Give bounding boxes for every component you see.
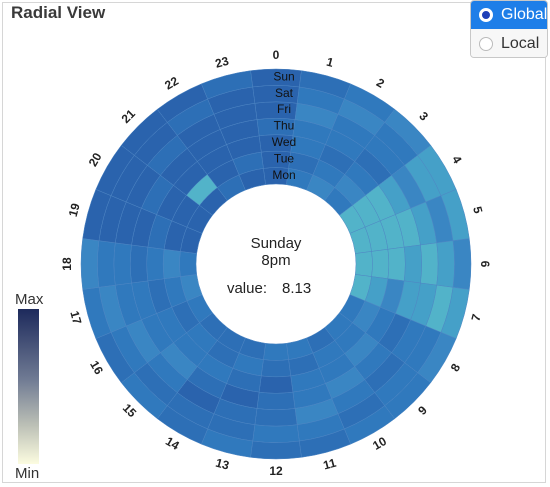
heatmap-cell-6-wed[interactable]	[387, 246, 406, 282]
hour-label-15: 15	[120, 401, 140, 421]
hour-label-9: 9	[415, 403, 430, 418]
hour-label-6: 6	[478, 261, 492, 268]
hour-label-18: 18	[60, 257, 74, 271]
center-info: Sunday 8pm value: 8.13	[227, 235, 311, 297]
hour-label-14: 14	[163, 434, 182, 453]
heatmap-cell-18-sat[interactable]	[97, 240, 116, 288]
global-option-label: Global	[501, 6, 548, 23]
local-option[interactable]: Local	[471, 30, 547, 57]
heatmap-cell-12-sun[interactable]	[250, 440, 302, 460]
hour-label-16: 16	[87, 358, 106, 377]
heatmap-cell-12-wed[interactable]	[258, 375, 294, 394]
hour-label-2: 2	[374, 75, 387, 91]
hour-label-12: 12	[269, 464, 283, 478]
center-value-label: value:	[227, 280, 267, 297]
color-scale-legend	[18, 309, 39, 464]
hour-label-3: 3	[416, 109, 431, 124]
heatmap-cell-18-fri[interactable]	[113, 242, 132, 286]
day-label-wed: Wed	[272, 135, 296, 149]
hour-label-5: 5	[470, 205, 485, 215]
center-value: 8.13	[282, 280, 311, 297]
heatmap-cell-18-sun[interactable]	[80, 238, 100, 290]
local-option-label: Local	[501, 35, 540, 52]
scale-toggle: Global Local	[470, 0, 548, 58]
heatmap-cell-18-mon[interactable]	[179, 251, 197, 277]
radio-selected-icon	[479, 8, 493, 22]
legend-max-label: Max	[15, 291, 44, 308]
hour-label-11: 11	[322, 456, 338, 473]
heatmap-cell-6-thu[interactable]	[403, 244, 422, 284]
hour-label-21: 21	[119, 106, 139, 126]
hour-label-7: 7	[468, 312, 483, 322]
hour-label-1: 1	[325, 55, 335, 70]
hour-label-13: 13	[214, 456, 231, 473]
hour-label-22: 22	[162, 74, 181, 93]
heatmap-cell-18-tue[interactable]	[162, 248, 181, 280]
panel-title: Radial View	[11, 3, 106, 22]
day-label-sun: Sun	[273, 69, 294, 83]
global-option[interactable]: Global	[471, 1, 547, 29]
legend-min-label: Min	[15, 465, 40, 482]
heatmap-cell-6-tue[interactable]	[371, 248, 390, 280]
heatmap-cell-12-tue[interactable]	[260, 359, 292, 378]
heatmap-cell-12-mon[interactable]	[263, 343, 289, 361]
day-label-mon: Mon	[272, 168, 295, 182]
heatmap-cell-23-sun[interactable]	[201, 70, 253, 100]
heatmap-cell-6-fri[interactable]	[420, 242, 439, 286]
heatmap-cell-6-sat[interactable]	[436, 240, 455, 288]
hour-label-20: 20	[86, 150, 105, 169]
heatmap-cell-12-fri[interactable]	[254, 408, 298, 427]
hour-label-8: 8	[448, 361, 464, 374]
heatmap-cells	[80, 68, 472, 460]
heatmap-cell-12-sat[interactable]	[252, 424, 300, 443]
day-label-tue: Tue	[274, 152, 295, 166]
hour-label-17: 17	[67, 309, 84, 326]
hour-label-4: 4	[449, 153, 465, 166]
day-labels: Mon Tue Wed Thu Fri Sat Sun	[272, 69, 296, 182]
hour-label-10: 10	[370, 434, 389, 453]
hour-label-0: 0	[273, 48, 280, 62]
heatmap-cell-6-sun[interactable]	[452, 238, 472, 290]
heatmap-cell-18-wed[interactable]	[146, 246, 165, 282]
day-label-sat: Sat	[275, 86, 294, 100]
center-hour: 8pm	[261, 252, 290, 269]
center-day: Sunday	[251, 235, 302, 252]
heatmap-cell-18-thu[interactable]	[130, 244, 149, 284]
radio-unselected-icon	[479, 37, 493, 51]
heatmap-cell-6-mon[interactable]	[355, 251, 373, 277]
hour-label-19: 19	[66, 201, 83, 218]
day-label-fri: Fri	[277, 102, 291, 116]
heatmap-cell-12-thu[interactable]	[256, 391, 296, 410]
day-label-thu: Thu	[274, 119, 295, 133]
hour-label-23: 23	[214, 54, 231, 71]
